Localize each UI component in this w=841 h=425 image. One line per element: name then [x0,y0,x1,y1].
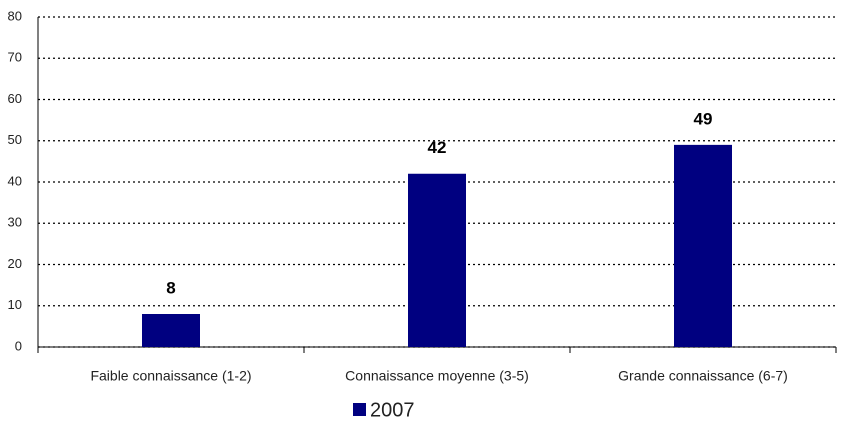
bar [408,173,466,347]
y-tick-label: 40 [8,173,22,188]
y-tick-label: 60 [8,91,22,106]
y-tick-label: 10 [8,297,22,312]
legend-label: 2007 [370,399,415,421]
x-tick-label: Grande connaissance (6-7) [618,368,788,384]
y-tick-label: 20 [8,256,22,271]
x-tick-label: Connaissance moyenne (3-5) [345,368,529,384]
value-label: 8 [166,278,175,297]
y-tick-label: 30 [8,215,22,230]
value-label: 42 [428,138,447,157]
bar [674,144,732,347]
bar [142,314,200,347]
y-tick-label: 70 [8,50,22,65]
y-tick-label: 0 [15,338,22,353]
value-label: 49 [694,109,713,128]
y-tick-label: 50 [8,132,22,147]
legend-swatch [353,403,366,416]
x-tick-label: Faible connaissance (1-2) [90,368,251,384]
y-tick-label: 80 [8,8,22,23]
